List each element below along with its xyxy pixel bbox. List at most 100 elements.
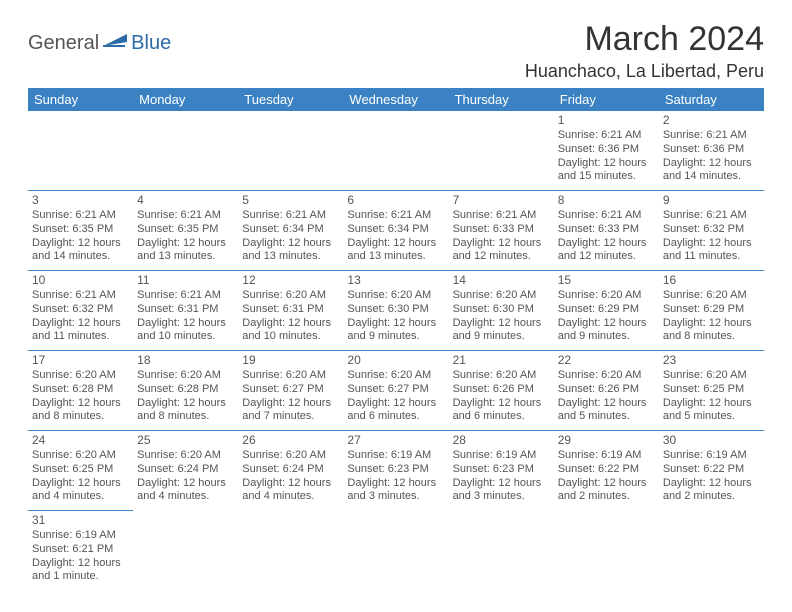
calendar-cell: 18Sunrise: 6:20 AMSunset: 6:28 PMDayligh… xyxy=(133,351,238,431)
calendar-row: 1Sunrise: 6:21 AMSunset: 6:36 PMDaylight… xyxy=(28,111,764,191)
day-number: 1 xyxy=(558,113,655,128)
sunrise-text: Sunrise: 6:21 AM xyxy=(347,209,444,223)
day-number: 12 xyxy=(242,273,339,288)
sunset-text: Sunset: 6:27 PM xyxy=(347,383,444,397)
calendar-cell: 13Sunrise: 6:20 AMSunset: 6:30 PMDayligh… xyxy=(343,271,448,351)
sunset-text: Sunset: 6:32 PM xyxy=(663,223,760,237)
daylight-text: Daylight: 12 hours and 8 minutes. xyxy=(137,397,234,425)
calendar-cell: 31Sunrise: 6:19 AMSunset: 6:21 PMDayligh… xyxy=(28,511,133,591)
day-number: 20 xyxy=(347,353,444,368)
calendar-cell: 4Sunrise: 6:21 AMSunset: 6:35 PMDaylight… xyxy=(133,191,238,271)
day-header: Saturday xyxy=(659,88,764,111)
daylight-text: Daylight: 12 hours and 9 minutes. xyxy=(347,317,444,345)
day-number: 3 xyxy=(32,193,129,208)
calendar-row: 31Sunrise: 6:19 AMSunset: 6:21 PMDayligh… xyxy=(28,511,764,591)
sunset-text: Sunset: 6:26 PM xyxy=(453,383,550,397)
calendar-row: 17Sunrise: 6:20 AMSunset: 6:28 PMDayligh… xyxy=(28,351,764,431)
calendar-cell: 25Sunrise: 6:20 AMSunset: 6:24 PMDayligh… xyxy=(133,431,238,511)
daylight-text: Daylight: 12 hours and 13 minutes. xyxy=(347,237,444,265)
sunrise-text: Sunrise: 6:20 AM xyxy=(663,289,760,303)
sunrise-text: Sunrise: 6:21 AM xyxy=(663,209,760,223)
day-header: Wednesday xyxy=(343,88,448,111)
calendar-cell-empty xyxy=(133,511,238,591)
calendar-cell: 30Sunrise: 6:19 AMSunset: 6:22 PMDayligh… xyxy=(659,431,764,511)
daylight-text: Daylight: 12 hours and 12 minutes. xyxy=(558,237,655,265)
day-number: 13 xyxy=(347,273,444,288)
sunset-text: Sunset: 6:22 PM xyxy=(558,463,655,477)
daylight-text: Daylight: 12 hours and 13 minutes. xyxy=(242,237,339,265)
day-number: 21 xyxy=(453,353,550,368)
day-number: 27 xyxy=(347,433,444,448)
sunrise-text: Sunrise: 6:21 AM xyxy=(32,209,129,223)
day-number: 18 xyxy=(137,353,234,368)
daylight-text: Daylight: 12 hours and 5 minutes. xyxy=(558,397,655,425)
calendar-table: SundayMondayTuesdayWednesdayThursdayFrid… xyxy=(28,88,764,590)
sunrise-text: Sunrise: 6:20 AM xyxy=(32,369,129,383)
sunrise-text: Sunrise: 6:20 AM xyxy=(242,369,339,383)
day-number: 26 xyxy=(242,433,339,448)
logo: General Blue xyxy=(28,32,171,55)
day-header: Sunday xyxy=(28,88,133,111)
sunrise-text: Sunrise: 6:20 AM xyxy=(453,369,550,383)
sunset-text: Sunset: 6:21 PM xyxy=(32,543,129,557)
calendar-cell-empty xyxy=(133,111,238,191)
day-number: 17 xyxy=(32,353,129,368)
page-title: March 2024 xyxy=(525,20,764,59)
day-header: Monday xyxy=(133,88,238,111)
day-number: 10 xyxy=(32,273,129,288)
sunset-text: Sunset: 6:24 PM xyxy=(242,463,339,477)
calendar-cell: 3Sunrise: 6:21 AMSunset: 6:35 PMDaylight… xyxy=(28,191,133,271)
daylight-text: Daylight: 12 hours and 10 minutes. xyxy=(137,317,234,345)
flag-icon xyxy=(103,32,129,55)
sunrise-text: Sunrise: 6:20 AM xyxy=(242,289,339,303)
calendar-cell: 28Sunrise: 6:19 AMSunset: 6:23 PMDayligh… xyxy=(449,431,554,511)
sunset-text: Sunset: 6:28 PM xyxy=(137,383,234,397)
calendar-cell-empty xyxy=(659,511,764,591)
calendar-cell: 8Sunrise: 6:21 AMSunset: 6:33 PMDaylight… xyxy=(554,191,659,271)
day-number: 2 xyxy=(663,113,760,128)
sunrise-text: Sunrise: 6:21 AM xyxy=(32,289,129,303)
calendar-cell: 17Sunrise: 6:20 AMSunset: 6:28 PMDayligh… xyxy=(28,351,133,431)
daylight-text: Daylight: 12 hours and 6 minutes. xyxy=(453,397,550,425)
sunrise-text: Sunrise: 6:20 AM xyxy=(137,369,234,383)
calendar-cell: 21Sunrise: 6:20 AMSunset: 6:26 PMDayligh… xyxy=(449,351,554,431)
calendar-cell: 11Sunrise: 6:21 AMSunset: 6:31 PMDayligh… xyxy=(133,271,238,351)
sunrise-text: Sunrise: 6:21 AM xyxy=(663,129,760,143)
sunrise-text: Sunrise: 6:21 AM xyxy=(453,209,550,223)
day-number: 31 xyxy=(32,513,129,528)
location-text: Huanchaco, La Libertad, Peru xyxy=(525,61,764,82)
day-number: 29 xyxy=(558,433,655,448)
calendar-cell: 27Sunrise: 6:19 AMSunset: 6:23 PMDayligh… xyxy=(343,431,448,511)
title-block: March 2024 Huanchaco, La Libertad, Peru xyxy=(525,20,764,82)
sunset-text: Sunset: 6:34 PM xyxy=(242,223,339,237)
calendar-cell: 7Sunrise: 6:21 AMSunset: 6:33 PMDaylight… xyxy=(449,191,554,271)
sunrise-text: Sunrise: 6:19 AM xyxy=(663,449,760,463)
calendar-body: 1Sunrise: 6:21 AMSunset: 6:36 PMDaylight… xyxy=(28,111,764,590)
daylight-text: Daylight: 12 hours and 6 minutes. xyxy=(347,397,444,425)
logo-text-blue: Blue xyxy=(131,32,171,55)
calendar-cell-empty xyxy=(449,511,554,591)
sunrise-text: Sunrise: 6:20 AM xyxy=(558,289,655,303)
calendar-cell: 9Sunrise: 6:21 AMSunset: 6:32 PMDaylight… xyxy=(659,191,764,271)
daylight-text: Daylight: 12 hours and 4 minutes. xyxy=(32,477,129,505)
sunset-text: Sunset: 6:30 PM xyxy=(347,303,444,317)
sunset-text: Sunset: 6:25 PM xyxy=(32,463,129,477)
daylight-text: Daylight: 12 hours and 8 minutes. xyxy=(663,317,760,345)
calendar-row: 10Sunrise: 6:21 AMSunset: 6:32 PMDayligh… xyxy=(28,271,764,351)
sunrise-text: Sunrise: 6:21 AM xyxy=(242,209,339,223)
calendar-cell-empty xyxy=(449,111,554,191)
calendar-cell: 15Sunrise: 6:20 AMSunset: 6:29 PMDayligh… xyxy=(554,271,659,351)
calendar-cell: 12Sunrise: 6:20 AMSunset: 6:31 PMDayligh… xyxy=(238,271,343,351)
calendar-cell-empty xyxy=(343,111,448,191)
daylight-text: Daylight: 12 hours and 11 minutes. xyxy=(32,317,129,345)
daylight-text: Daylight: 12 hours and 2 minutes. xyxy=(663,477,760,505)
sunrise-text: Sunrise: 6:20 AM xyxy=(453,289,550,303)
daylight-text: Daylight: 12 hours and 4 minutes. xyxy=(242,477,339,505)
daylight-text: Daylight: 12 hours and 11 minutes. xyxy=(663,237,760,265)
sunrise-text: Sunrise: 6:19 AM xyxy=(32,529,129,543)
calendar-row: 3Sunrise: 6:21 AMSunset: 6:35 PMDaylight… xyxy=(28,191,764,271)
sunset-text: Sunset: 6:26 PM xyxy=(558,383,655,397)
calendar-cell: 16Sunrise: 6:20 AMSunset: 6:29 PMDayligh… xyxy=(659,271,764,351)
day-number: 22 xyxy=(558,353,655,368)
sunset-text: Sunset: 6:36 PM xyxy=(663,143,760,157)
